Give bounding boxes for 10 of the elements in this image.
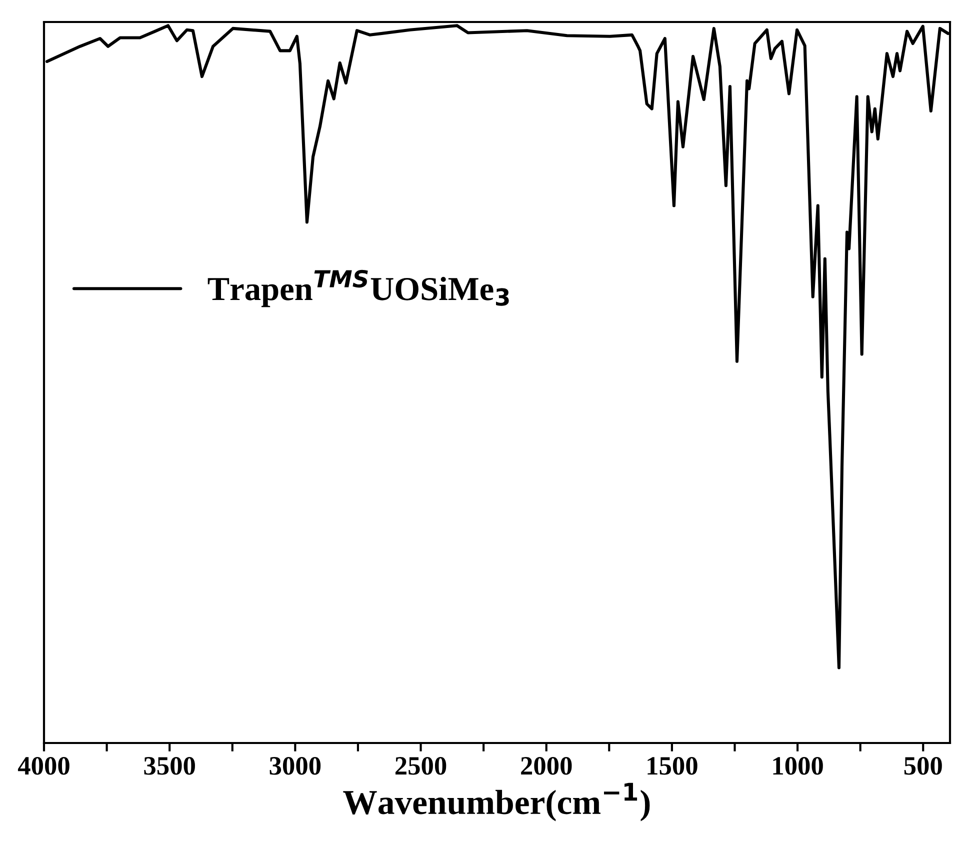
legend-label: Trapen$^{TMS}$UOSiMe$_{3}$ — [208, 270, 509, 308]
x-axis-title: Wavenumber(cm$^{−1}$) — [343, 782, 650, 822]
x-tick-label: 4000 — [18, 756, 70, 775]
x-tick-label: 2500 — [395, 756, 446, 775]
x-tick-label: 3500 — [144, 756, 195, 775]
x-tick-label: 500 — [904, 756, 942, 775]
x-tick-label: 1500 — [648, 756, 698, 775]
x-tick-label: 3000 — [270, 756, 321, 775]
x-tick-label: 1000 — [773, 756, 823, 775]
x-tick-label: 2000 — [521, 756, 572, 775]
